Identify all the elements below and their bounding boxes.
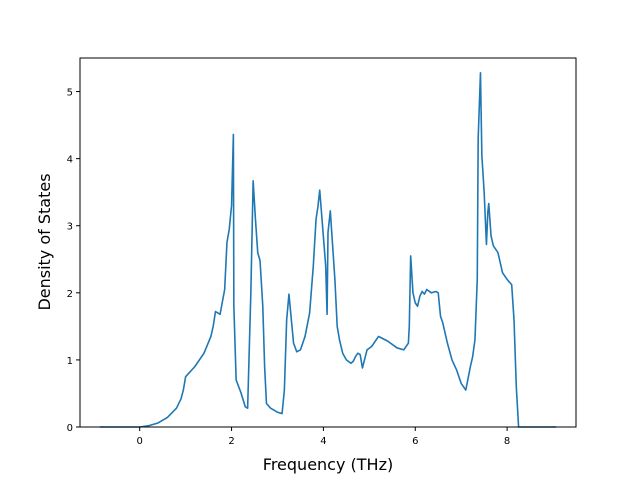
y-axis-label: Density of States: [35, 173, 54, 310]
x-tick-label: 4: [320, 436, 326, 447]
y-tick-label: 1: [67, 356, 73, 367]
y-tick-label: 4: [67, 155, 73, 166]
dos-series-line: [99, 71, 557, 428]
x-tick-label: 6: [412, 436, 418, 447]
y-tick-label: 3: [67, 222, 73, 233]
x-axis-label: Frequency (THz): [263, 455, 393, 474]
x-tick-label: 0: [137, 436, 143, 447]
y-tick-label: 2: [67, 289, 73, 300]
y-tick-label: 5: [67, 88, 73, 99]
y-axis-ticks: 0 1 2 3 4 5: [67, 88, 80, 434]
x-tick-label: 8: [504, 436, 510, 447]
plot-area: [99, 71, 557, 428]
y-tick-label: 0: [67, 423, 73, 434]
axes-frame: [79, 57, 577, 428]
x-tick-label: 2: [228, 436, 234, 447]
x-axis-ticks: 0 2 4 6 8: [137, 427, 510, 447]
